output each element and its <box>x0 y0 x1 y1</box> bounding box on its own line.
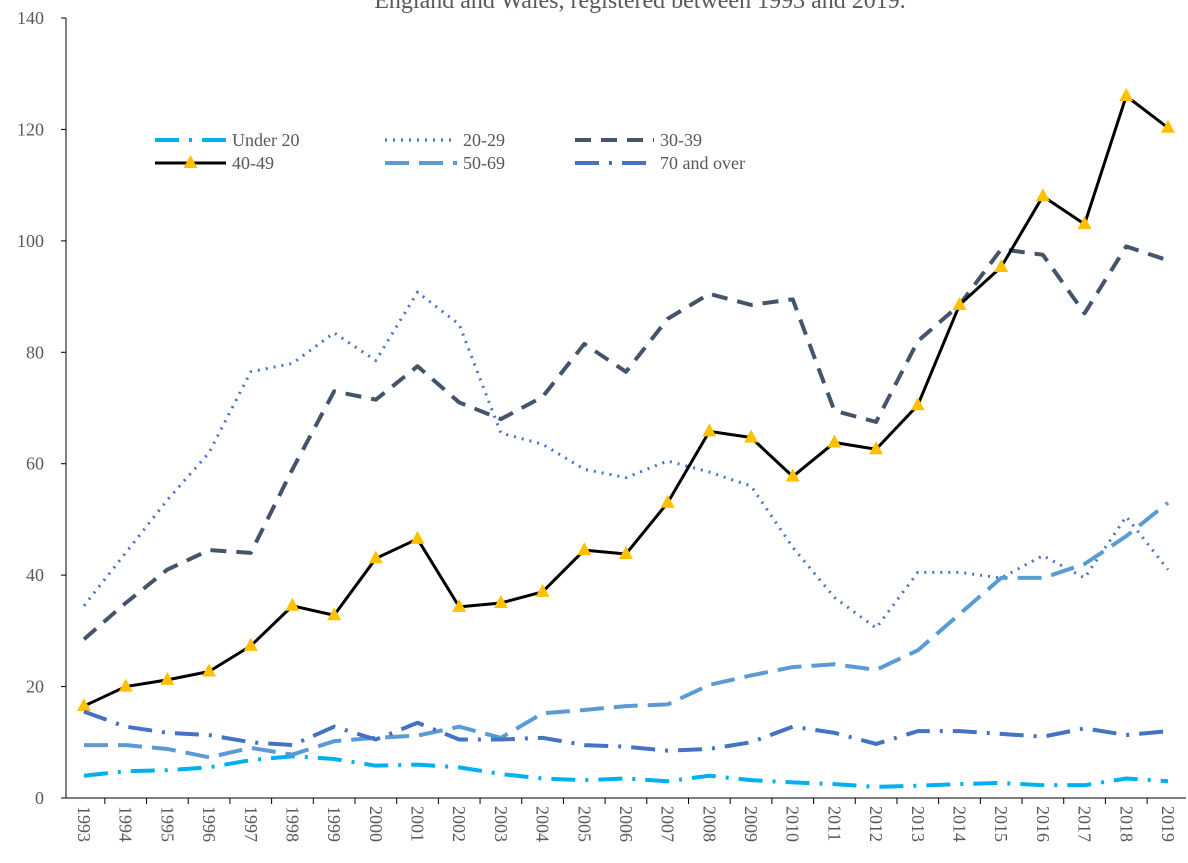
x-tick-label: 2016 <box>1033 806 1053 842</box>
marker <box>160 671 175 685</box>
x-tick-label: 2005 <box>574 806 594 842</box>
legend-marker <box>183 155 198 168</box>
y-tick-label: 40 <box>26 565 44 585</box>
x-tick-label: 1998 <box>282 806 302 842</box>
marker <box>785 468 800 482</box>
marker <box>410 530 425 544</box>
marker <box>535 583 550 597</box>
chart-title: England and Wales, registered between 19… <box>374 0 905 14</box>
legend-label: 40-49 <box>232 153 274 173</box>
marker <box>577 542 592 556</box>
series-line <box>84 501 1170 760</box>
series-line <box>83 709 1169 753</box>
series-line <box>83 754 1169 789</box>
x-tick-label: 1994 <box>116 806 136 842</box>
y-tick-label: 140 <box>17 8 44 28</box>
y-tick-label: 0 <box>35 788 44 808</box>
y-tick-label: 60 <box>26 454 44 474</box>
x-tick-label: 2011 <box>824 806 844 841</box>
y-tick-label: 80 <box>26 342 44 362</box>
x-tick-label: 2017 <box>1075 806 1095 842</box>
marker <box>910 397 925 411</box>
x-tick-label: 2018 <box>1116 806 1136 842</box>
series-line <box>82 244 1169 641</box>
marker <box>77 698 91 712</box>
marker <box>744 429 759 443</box>
marker <box>118 678 133 692</box>
legend-label: Under 20 <box>232 130 299 150</box>
x-tick-label: 2001 <box>408 806 428 842</box>
x-tick-label: 1997 <box>241 806 261 842</box>
x-tick-label: 2009 <box>741 806 761 842</box>
x-tick-label: 2019 <box>1158 806 1178 842</box>
x-tick-label: 1996 <box>199 806 219 842</box>
marker <box>285 597 300 611</box>
marker <box>1077 216 1092 230</box>
x-tick-label: 1995 <box>157 806 177 842</box>
x-tick-label: 1999 <box>324 806 344 842</box>
x-tick-label: 2010 <box>783 806 803 842</box>
x-tick-label: 1993 <box>74 806 94 842</box>
legend-label: 50-69 <box>463 153 505 173</box>
x-tick-label: 2014 <box>949 806 969 842</box>
marker <box>243 637 258 651</box>
x-tick-label: 2004 <box>533 806 553 842</box>
marker <box>994 259 1009 273</box>
x-tick-label: 2000 <box>366 806 386 842</box>
legend-label: 70 and over <box>660 153 745 173</box>
x-tick-label: 2003 <box>491 806 511 842</box>
y-tick-label: 20 <box>26 677 44 697</box>
marker <box>202 663 217 677</box>
series-line <box>82 290 1170 630</box>
legend-label: 30-39 <box>660 130 702 150</box>
marker <box>452 598 467 612</box>
marker <box>368 550 383 564</box>
marker <box>827 434 842 448</box>
x-tick-label: 2006 <box>616 806 636 842</box>
y-tick-label: 100 <box>17 231 44 251</box>
x-tick-label: 2012 <box>866 806 886 842</box>
x-tick-label: 2007 <box>658 806 678 842</box>
marker <box>952 296 967 310</box>
marker <box>493 595 508 608</box>
x-tick-label: 2015 <box>991 806 1011 842</box>
marker <box>1160 119 1175 133</box>
x-tick-label: 2013 <box>908 806 928 842</box>
series-line <box>83 94 1169 708</box>
marker <box>327 607 342 621</box>
legend-label: 20-29 <box>463 130 505 150</box>
marker <box>1119 88 1134 101</box>
marker <box>702 423 717 437</box>
x-tick-label: 2002 <box>449 806 469 842</box>
x-tick-label: 2008 <box>699 806 719 842</box>
marker <box>869 441 884 455</box>
y-tick-label: 120 <box>17 119 44 139</box>
marker <box>1035 188 1050 202</box>
marker <box>618 545 633 559</box>
marker <box>660 494 675 508</box>
